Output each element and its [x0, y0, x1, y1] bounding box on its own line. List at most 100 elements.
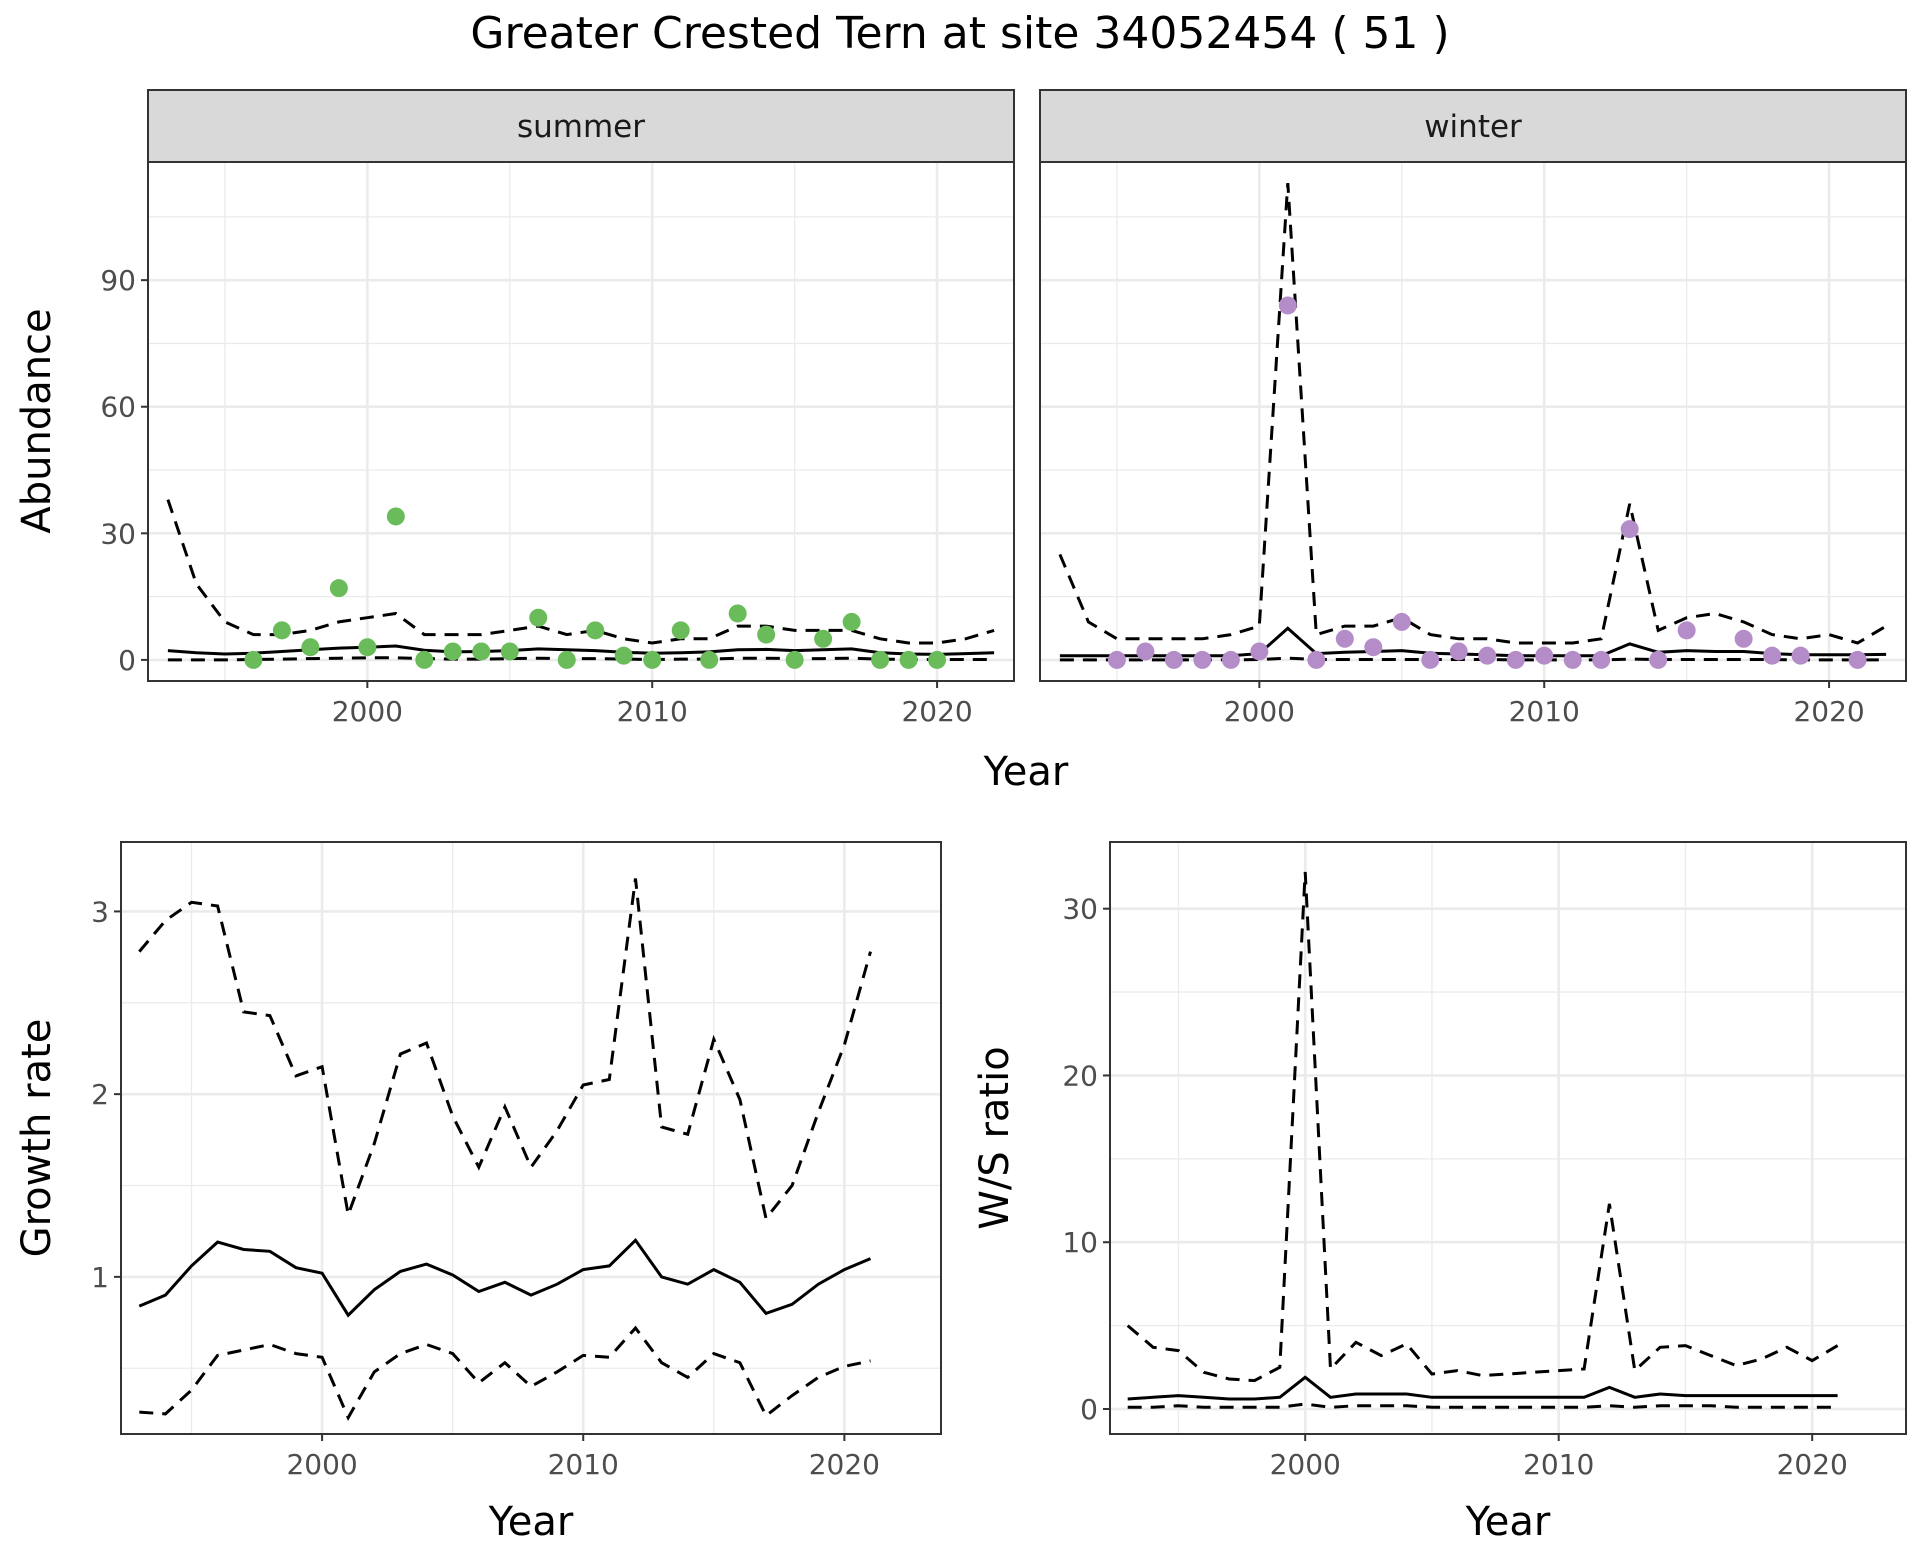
ws-ratio-panel: 0 10 20 30 2000 2010 2020 — [1062, 841, 1907, 1481]
figure-title: Greater Crested Tern at site 34052454 ( … — [470, 8, 1449, 59]
y-tick-label: 2 — [91, 1078, 109, 1111]
ws-ratio-x-axis-title: Year — [1465, 1499, 1551, 1545]
x-tick-label: 2020 — [1793, 695, 1864, 728]
y-tick-label: 1 — [91, 1261, 109, 1294]
summer-abundance-panel: summer 0 30 60 90 2000 2010 2020 — [100, 89, 1015, 728]
summer-data-point — [899, 650, 918, 669]
winter-data-point — [1763, 646, 1782, 665]
summer-data-point — [272, 621, 291, 640]
y-tick-label: 30 — [1062, 893, 1098, 926]
y-tick-label: 90 — [100, 264, 136, 297]
summer-x-axis: 2000 2010 2020 — [332, 681, 973, 728]
summer-data-point — [329, 579, 348, 598]
winter-strip — [1039, 89, 1907, 163]
growth-rate-mean-line — [138, 1238, 872, 1318]
y-tick-label: 0 — [1080, 1393, 1098, 1426]
winter-upper-ci-line — [1058, 183, 1887, 645]
winter-data-point — [1250, 642, 1269, 661]
x-tick-label: 2000 — [332, 695, 403, 728]
summer-data-point — [415, 650, 434, 669]
summer-data-point — [728, 604, 747, 623]
summer-data-point — [871, 650, 890, 669]
winter-data-point — [1791, 646, 1810, 665]
winter-data-point — [1649, 650, 1668, 669]
x-tick-label: 2000 — [1270, 1448, 1341, 1481]
growth-rate-axis-title: Growth rate — [14, 1019, 60, 1258]
x-tick-label: 2010 — [548, 1448, 619, 1481]
winter-data-point — [1307, 650, 1326, 669]
ws-ratio-x-axis: 2000 2010 2020 — [1270, 1434, 1848, 1481]
growth-rate-series — [138, 878, 872, 1421]
summer-data-point — [614, 646, 633, 665]
summer-strip-label: summer — [517, 109, 645, 145]
summer-data-point — [358, 638, 377, 657]
winter-data-point — [1677, 621, 1696, 640]
summer-data-point — [500, 642, 519, 661]
y-tick-label: 20 — [1062, 1059, 1098, 1092]
summer-upper-ci-line — [166, 499, 995, 645]
growth-rate-y-axis: 1 2 3 — [91, 895, 121, 1294]
summer-data-point — [443, 642, 462, 661]
winter-data-point — [1392, 612, 1411, 631]
winter-data-point — [1164, 650, 1183, 669]
winter-data-point — [1364, 638, 1383, 657]
y-tick-label: 0 — [118, 644, 136, 677]
x-tick-label: 2000 — [1224, 695, 1295, 728]
summer-data-point — [671, 621, 690, 640]
y-tick-label: 60 — [100, 391, 136, 424]
winter-series — [1058, 183, 1887, 669]
x-tick-label: 2020 — [1777, 1448, 1848, 1481]
winter-data-point — [1221, 650, 1240, 669]
summer-data-point — [586, 621, 605, 640]
ws-ratio-axis-title: W/S ratio — [972, 1046, 1018, 1229]
ws-ratio-grid — [1110, 842, 1906, 1434]
summer-strip — [147, 89, 1015, 163]
summer-data-point — [814, 629, 833, 648]
growth-rate-upper-ci-line — [138, 878, 872, 1222]
growth-rate-panel: 1 2 3 2000 2010 2020 — [91, 841, 942, 1481]
summer-data-point — [928, 650, 947, 669]
winter-abundance-panel: winter 2000 2010 2020 — [1039, 89, 1907, 728]
summer-data-point — [529, 608, 548, 627]
ws-ratio-panel-border — [1109, 841, 1907, 1435]
summer-series — [166, 499, 995, 669]
ws-ratio-y-axis: 0 10 20 30 — [1062, 893, 1110, 1426]
summer-data-point — [386, 507, 405, 526]
winter-data-point — [1734, 629, 1753, 648]
growth-rate-lower-ci-line — [139, 1325, 871, 1421]
winter-data-point — [1278, 296, 1297, 315]
top-x-axis-title: Year — [983, 749, 1069, 795]
winter-data-point — [1535, 646, 1554, 665]
ws-ratio-mean-line — [1127, 1375, 1838, 1401]
x-tick-label: 2020 — [809, 1448, 880, 1481]
winter-data-point — [1848, 650, 1867, 669]
winter-data-point — [1449, 642, 1468, 661]
y-tick-label: 30 — [100, 517, 136, 550]
x-tick-label: 2010 — [1523, 1448, 1594, 1481]
summer-data-point — [700, 650, 719, 669]
abundance-axis-title: Abundance — [14, 308, 60, 533]
x-tick-label: 2010 — [617, 695, 688, 728]
ws-ratio-series — [1126, 871, 1839, 1409]
growth-rate-panel-border — [120, 841, 942, 1435]
summer-data-point — [757, 625, 776, 644]
winter-strip-label: winter — [1424, 109, 1522, 145]
winter-data-point — [1335, 629, 1354, 648]
growth-rate-x-axis: 2000 2010 2020 — [286, 1434, 880, 1481]
winter-data-point — [1592, 650, 1611, 669]
y-tick-label: 3 — [91, 895, 109, 928]
summer-data-point — [301, 638, 320, 657]
summer-data-point — [842, 612, 861, 631]
winter-panel-border — [1039, 161, 1907, 682]
winter-data-point — [1193, 650, 1212, 669]
winter-data-point — [1506, 650, 1525, 669]
winter-x-axis: 2000 2010 2020 — [1224, 681, 1865, 728]
winter-data-point — [1136, 642, 1155, 661]
summer-data-point — [244, 650, 263, 669]
winter-data-point — [1107, 650, 1126, 669]
summer-panel-border — [147, 161, 1015, 682]
summer-data-point — [472, 642, 491, 661]
winter-data-point — [1563, 650, 1582, 669]
